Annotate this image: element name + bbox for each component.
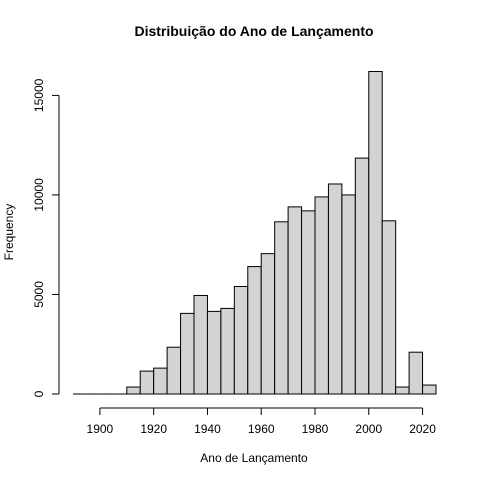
x-tick-label: 1980 [302,422,329,436]
histogram-bar [301,210,316,395]
y-axis: 0 5000 10000 15000 [32,78,60,397]
y-axis-label: Frequency [2,204,16,261]
x-tick-label: 2020 [409,422,436,436]
y-tick-label: 15000 [32,78,46,112]
chart-title: Distribuição do Ano de Lançamento [134,23,373,39]
x-tick-label: 1940 [194,422,221,436]
histogram-bar [153,367,168,395]
x-tick-label: 2000 [355,422,382,436]
histogram-bar [247,266,262,395]
histogram-bar [166,346,182,395]
x-tick-label: 1960 [248,422,275,436]
histogram-bar [327,183,343,395]
histogram-bar [220,307,235,395]
histogram-bar [260,253,276,395]
histogram-bar [368,71,383,395]
histogram-bar [314,196,329,395]
histogram-bar [381,220,397,395]
bars-group [73,71,437,395]
y-tick-label: 0 [32,390,46,397]
histogram-bar [274,221,289,395]
histogram-bar [422,384,437,395]
histogram-bar [180,312,195,395]
histogram-bar [233,286,249,395]
histogram-bar [395,386,410,395]
histogram-bar [126,386,141,395]
histogram-bar [139,370,155,395]
y-tick-label: 10000 [32,178,46,212]
y-tick-label: 5000 [32,281,46,308]
histogram-bar [354,157,370,395]
histogram-bar [341,194,356,395]
histogram-bar [193,294,208,395]
histogram-bar [287,206,303,395]
x-tick-label: 1900 [87,422,114,436]
histogram-bar [408,351,424,395]
x-axis-label: Ano de Lançamento [200,451,308,465]
x-tick-label: 1920 [140,422,167,436]
x-axis: 1900 1920 1940 1960 1980 2000 2020 [87,407,436,436]
histogram-bar [206,310,222,395]
